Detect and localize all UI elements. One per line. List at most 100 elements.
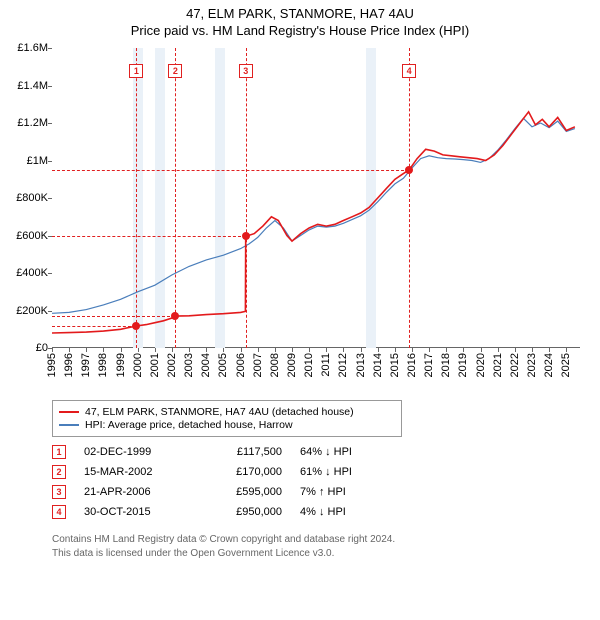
events-table: 102-DEC-1999£117,50064% ↓ HPI215-MAR-200…: [52, 445, 600, 519]
event-delta: 61% ↓ HPI: [300, 466, 400, 478]
y-tick-label: £400K: [16, 267, 48, 279]
event-price: £170,000: [202, 466, 282, 478]
x-tick-label: 1998: [97, 353, 109, 377]
event-marker: 4: [402, 64, 416, 78]
x-tick-label: 2002: [166, 353, 178, 377]
x-tick: [258, 348, 259, 352]
x-tick: [206, 348, 207, 352]
event-marker: 3: [239, 64, 253, 78]
x-tick: [343, 348, 344, 352]
event-price: £595,000: [202, 486, 282, 498]
x-tick: [86, 348, 87, 352]
event-delta: 7% ↑ HPI: [300, 486, 400, 498]
footer-attribution: Contains HM Land Registry data © Crown c…: [52, 533, 600, 560]
event-marker: 4: [52, 505, 66, 519]
x-tick: [172, 348, 173, 352]
x-tick-label: 2005: [217, 353, 229, 377]
x-tick: [241, 348, 242, 352]
x-tick-label: 2023: [526, 353, 538, 377]
x-tick-label: 1997: [80, 353, 92, 377]
footer-line1: Contains HM Land Registry data © Crown c…: [52, 533, 600, 547]
x-tick: [326, 348, 327, 352]
x-tick-label: 2000: [132, 353, 144, 377]
x-tick-label: 2017: [423, 353, 435, 377]
y-tick-label: £1M: [27, 155, 48, 167]
x-tick-label: 2004: [200, 353, 212, 377]
chart-lines: [52, 48, 580, 348]
x-tick: [446, 348, 447, 352]
chart-area: £0£200K£400K£600K£800K£1M£1.2M£1.4M£1.6M…: [38, 48, 598, 398]
x-tick: [275, 348, 276, 352]
legend-label: 47, ELM PARK, STANMORE, HA7 4AU (detache…: [85, 406, 354, 418]
x-tick: [515, 348, 516, 352]
y-tick: [48, 123, 52, 124]
event-marker: 2: [168, 64, 182, 78]
event-delta: 4% ↓ HPI: [300, 506, 400, 518]
y-tick-label: £1.4M: [17, 80, 48, 92]
event-date: 21-APR-2006: [84, 486, 184, 498]
event-price: £117,500: [202, 446, 282, 458]
y-tick-label: £1.6M: [17, 42, 48, 54]
y-tick: [48, 273, 52, 274]
x-tick-label: 2015: [389, 353, 401, 377]
x-tick: [481, 348, 482, 352]
y-tick-label: £1.2M: [17, 117, 48, 129]
x-tick: [429, 348, 430, 352]
event-marker: 1: [52, 445, 66, 459]
title-block: 47, ELM PARK, STANMORE, HA7 4AU Price pa…: [0, 0, 600, 40]
event-row: 4 30-OCT-2015 £950,000 4% ↓ HPI: [52, 505, 600, 519]
legend-item: 47, ELM PARK, STANMORE, HA7 4AU (detache…: [59, 406, 395, 418]
x-tick-label: 1996: [63, 353, 75, 377]
x-tick: [292, 348, 293, 352]
y-tick: [48, 311, 52, 312]
x-tick-label: 2011: [320, 353, 332, 377]
x-tick-label: 2007: [252, 353, 264, 377]
x-tick: [138, 348, 139, 352]
legend-swatch: [59, 424, 79, 426]
x-tick-label: 2001: [149, 353, 161, 377]
y-tick: [48, 161, 52, 162]
x-tick: [189, 348, 190, 352]
event-dot: [405, 166, 413, 174]
x-tick: [103, 348, 104, 352]
title-subtitle: Price paid vs. HM Land Registry's House …: [0, 23, 600, 38]
event-marker: 1: [129, 64, 143, 78]
x-tick: [378, 348, 379, 352]
x-tick-label: 2006: [235, 353, 247, 377]
x-tick-label: 1995: [46, 353, 58, 377]
event-date: 02-DEC-1999: [84, 446, 184, 458]
x-tick-label: 2021: [492, 353, 504, 377]
x-tick: [52, 348, 53, 352]
y-tick: [48, 48, 52, 49]
x-tick-label: 1999: [115, 353, 127, 377]
event-date: 15-MAR-2002: [84, 466, 184, 478]
x-tick: [566, 348, 567, 352]
x-tick-label: 2020: [475, 353, 487, 377]
x-tick: [412, 348, 413, 352]
footer-line2: This data is licensed under the Open Gov…: [52, 547, 600, 561]
event-dot: [132, 322, 140, 330]
x-tick-label: 2013: [355, 353, 367, 377]
event-date: 30-OCT-2015: [84, 506, 184, 518]
event-price: £950,000: [202, 506, 282, 518]
x-tick: [498, 348, 499, 352]
event-marker: 3: [52, 485, 66, 499]
legend-item: HPI: Average price, detached house, Harr…: [59, 419, 395, 431]
x-tick: [532, 348, 533, 352]
x-tick-label: 2009: [286, 353, 298, 377]
y-tick-label: £800K: [16, 192, 48, 204]
x-tick: [121, 348, 122, 352]
chart-container: 47, ELM PARK, STANMORE, HA7 4AU Price pa…: [0, 0, 600, 620]
event-dot: [242, 232, 250, 240]
y-tick: [48, 236, 52, 237]
y-tick-label: £200K: [16, 305, 48, 317]
x-tick-label: 2014: [372, 353, 384, 377]
x-tick: [69, 348, 70, 352]
event-delta: 64% ↓ HPI: [300, 446, 400, 458]
y-tick: [48, 198, 52, 199]
legend-label: HPI: Average price, detached house, Harr…: [85, 419, 293, 431]
x-tick: [549, 348, 550, 352]
x-tick-label: 2022: [509, 353, 521, 377]
series-line: [52, 112, 575, 333]
x-tick: [309, 348, 310, 352]
